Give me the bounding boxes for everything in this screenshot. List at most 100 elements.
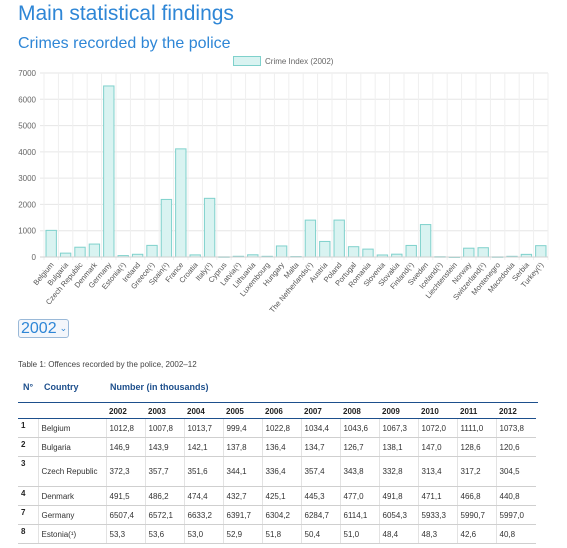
row-value: 53,6 (144, 524, 184, 544)
year-header-2008: 2008 (340, 405, 379, 419)
row-value: 126,7 (339, 437, 379, 457)
row-value: 999,4 (222, 418, 262, 438)
row-number: 7 (18, 505, 38, 525)
row-value: 120,6 (495, 437, 536, 457)
row-value: 491,5 (105, 486, 145, 506)
bar-portugal[interactable] (347, 246, 360, 258)
row-value: 474,4 (183, 486, 223, 506)
row-value: 343,8 (339, 456, 379, 487)
table-top-rule (18, 402, 538, 403)
table-row: 7 Germany 6507,4 6572,1 6633,2 6391,7 6304,2 62… (18, 505, 536, 525)
bar-belgium[interactable] (45, 229, 57, 258)
row-value: 50,4 (300, 524, 340, 544)
row-value: 136,4 (261, 437, 301, 457)
row-value: 440,8 (495, 486, 536, 506)
table-row: 1 Belgium 1012,8 1007,8 1013,7 999,4 1022,8 103… (18, 418, 536, 438)
year-header-2005: 2005 (223, 405, 262, 419)
year-header-2006: 2006 (262, 405, 301, 419)
row-value: 6054,3 (378, 505, 418, 525)
row-value: 1067,3 (378, 418, 418, 438)
row-number: 4 (18, 486, 38, 506)
bar-austria[interactable] (319, 240, 331, 258)
row-value: 48,4 (378, 524, 418, 544)
year-select[interactable]: 2002 ⌄ (18, 319, 69, 338)
row-value: 146,9 (105, 437, 145, 457)
row-value: 477,0 (339, 486, 379, 506)
row-country: Czech Republic (37, 456, 106, 487)
page-subtitle: Crimes recorded by the police (18, 35, 231, 52)
offences-table: 2002 2003 2004 2005 2006 2007 2008 2009 2010 2011… (18, 405, 536, 544)
bar-czech-republic[interactable] (74, 246, 86, 258)
row-value: 1012,8 (105, 418, 145, 438)
year-header-2009: 2009 (379, 405, 418, 419)
legend-label: Crime Index (2002) (265, 56, 334, 66)
table-row: 4 Denmark 491,5 486,2 474,4 432,7 425,1 445,3 47… (18, 486, 536, 506)
row-value: 52,9 (222, 524, 262, 544)
bar-poland[interactable] (333, 219, 345, 258)
row-value: 1073,8 (495, 418, 536, 438)
table-row: 3 Czech Republic 372,3 357,7 351,6 344,1 336,4… (18, 456, 536, 487)
bar-denmark[interactable] (88, 243, 101, 258)
bar-greece-[interactable] (146, 244, 158, 258)
row-value: 53,3 (105, 524, 145, 544)
row-value: 372,3 (105, 456, 145, 487)
bar-sweden[interactable] (419, 224, 432, 258)
col-header-country: Country (44, 382, 79, 392)
row-value: 351,6 (183, 456, 223, 487)
y-tick-label: 5000 (18, 122, 36, 131)
year-header-2007: 2007 (301, 405, 340, 419)
bar-romania[interactable] (362, 248, 374, 258)
row-value: 313,4 (417, 456, 457, 487)
row-value: 344,1 (222, 456, 262, 487)
year-header-2010: 2010 (418, 405, 457, 419)
row-country: Denmark (37, 486, 106, 506)
year-header-row: 2002 2003 2004 2005 2006 2007 2008 2009 2010 2011… (18, 405, 536, 419)
row-value: 6572,1 (144, 505, 184, 525)
row-value: 6391,7 (222, 505, 262, 525)
bar-turkey-[interactable] (535, 245, 547, 258)
row-value: 128,6 (456, 437, 496, 457)
row-value: 5933,3 (417, 505, 457, 525)
row-value: 445,3 (300, 486, 340, 506)
y-tick-label: 1000 (18, 227, 36, 236)
row-value: 317,2 (456, 456, 496, 487)
year-header-spacer (38, 405, 106, 419)
y-tick-label: 6000 (18, 95, 36, 104)
row-value: 5990,7 (456, 505, 496, 525)
bar-switzerland-[interactable] (477, 247, 489, 258)
row-value: 357,7 (144, 456, 184, 487)
row-number: 1 (18, 418, 38, 438)
bar-italy-[interactable] (203, 197, 216, 258)
row-country: Bulgaria (37, 437, 106, 457)
row-value: 1043,6 (339, 418, 379, 438)
row-country: Germany (37, 505, 106, 525)
row-value: 1007,8 (144, 418, 184, 438)
legend-swatch (233, 56, 261, 66)
year-header-spacer (18, 405, 38, 419)
chart-legend[interactable]: Crime Index (2002) (233, 56, 333, 66)
bar-germany[interactable] (103, 85, 115, 258)
year-header-2004: 2004 (184, 405, 223, 419)
bar-norway[interactable] (463, 247, 475, 258)
row-value: 486,2 (144, 486, 184, 506)
row-value: 357,4 (300, 456, 340, 487)
row-value: 332,8 (378, 456, 418, 487)
table-caption: Table 1: Offences recorded by the police… (18, 360, 197, 369)
row-number: 8 (18, 524, 38, 544)
bar-france[interactable] (175, 148, 187, 258)
row-value: 1034,4 (300, 418, 340, 438)
row-value: 51,0 (339, 524, 379, 544)
row-value: 138,1 (378, 437, 418, 457)
year-header-2002: 2002 (106, 405, 145, 419)
bar-spain-[interactable] (160, 198, 173, 258)
y-tick-label: 4000 (18, 148, 36, 157)
bar-bulgaria[interactable] (59, 252, 72, 258)
bar-the-netherlands-[interactable] (304, 219, 317, 258)
bar-finland-[interactable] (405, 244, 417, 258)
y-tick-label: 2000 (18, 200, 36, 209)
row-value: 48,3 (417, 524, 457, 544)
row-value: 466,8 (456, 486, 496, 506)
bar-hungary[interactable] (275, 245, 288, 258)
row-value: 147,0 (417, 437, 457, 457)
row-number: 2 (18, 437, 38, 457)
